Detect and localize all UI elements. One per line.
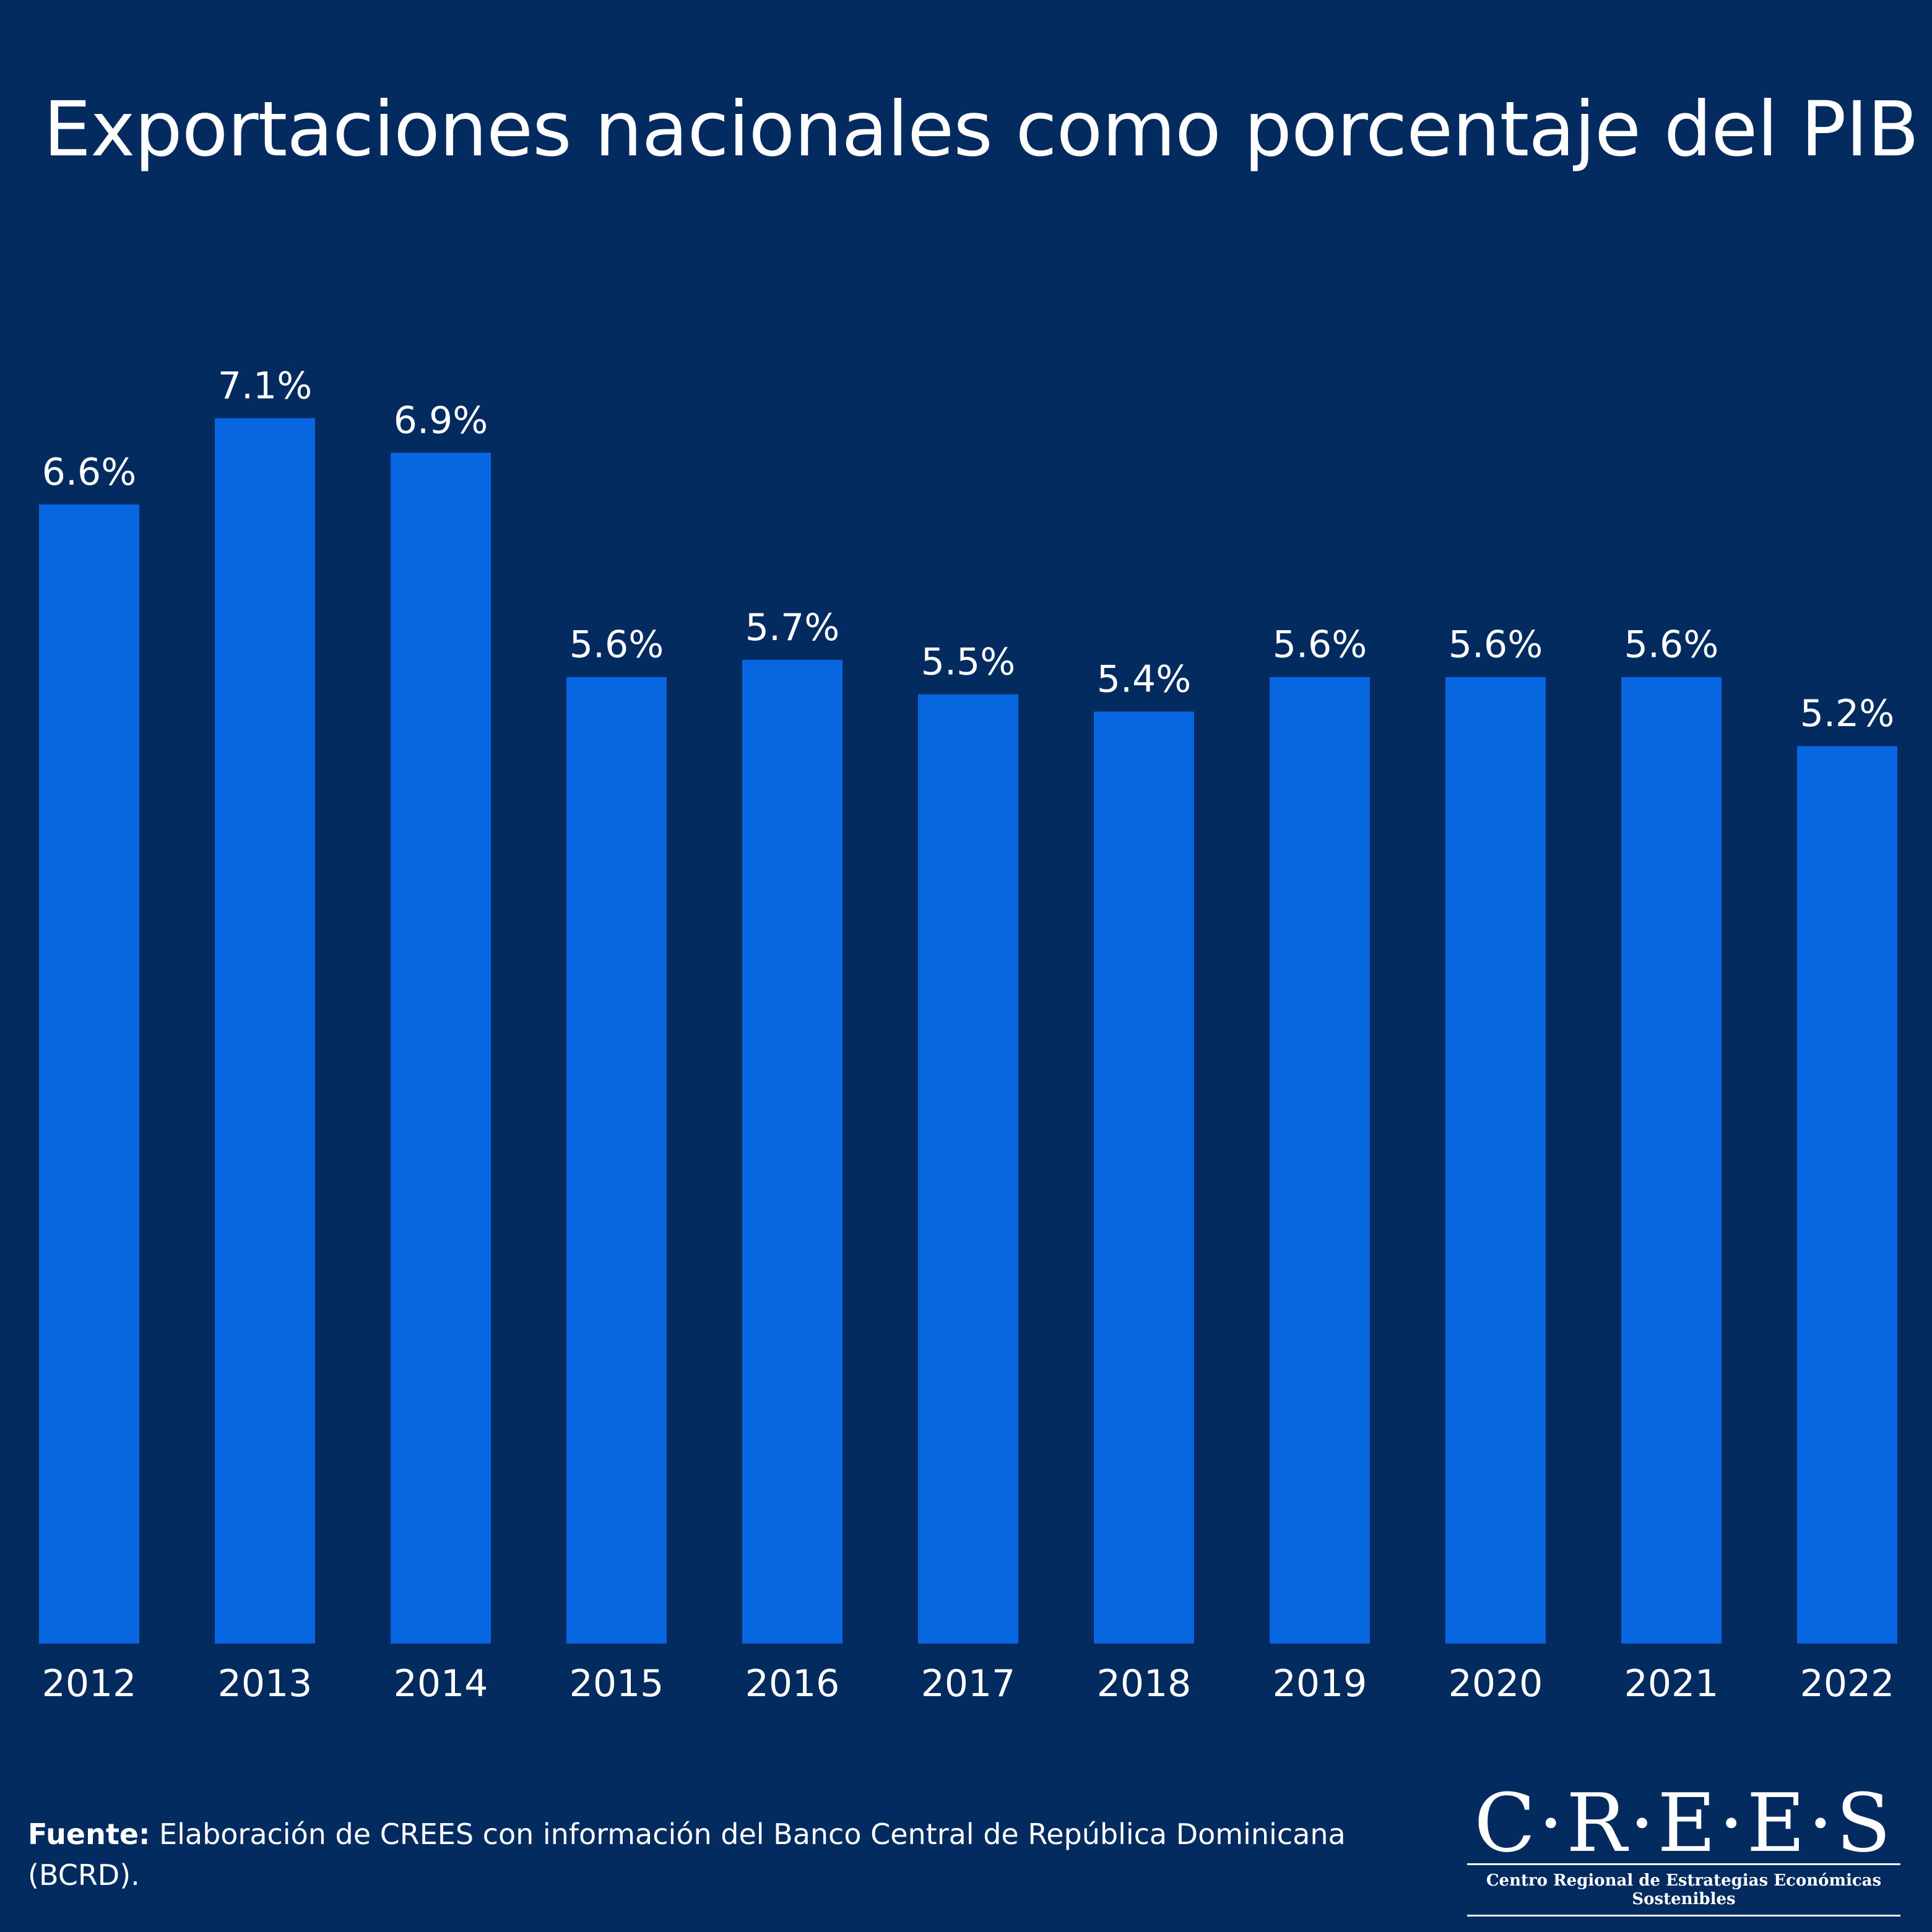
logo-wordmark: C·R·E·E·S xyxy=(1474,1776,1894,1870)
chart-title: Exportaciones nacionales como porcentaje… xyxy=(43,85,1919,173)
value-label-2020: 5.6% xyxy=(1449,623,1543,667)
bar-2014 xyxy=(391,453,491,1644)
value-label-2019: 5.6% xyxy=(1273,623,1367,667)
value-label-2021: 5.6% xyxy=(1624,623,1718,667)
bar-2018 xyxy=(1094,711,1194,1644)
bars-group xyxy=(39,418,1897,1644)
logo-divider-bottom xyxy=(1467,1915,1900,1917)
value-label-2017: 5.5% xyxy=(921,641,1015,684)
x-tick-label-2016: 2016 xyxy=(745,1662,840,1705)
logo-subtitle: Centro Regional de Estrategias Económica… xyxy=(1486,1871,1882,1908)
x-tick-label-2019: 2019 xyxy=(1273,1662,1367,1705)
value-labels-group: 6.6% 7.1% 6.9% 5.6% 5.7% 5.5% 5.4% 5.6% 5.6% 5.6%… xyxy=(42,365,1894,736)
x-tick-label-2014: 2014 xyxy=(394,1662,488,1705)
x-tick-label-2021: 2021 xyxy=(1624,1662,1719,1705)
value-label-2015: 5.6% xyxy=(570,623,664,667)
x-tick-label-2018: 2018 xyxy=(1097,1662,1192,1705)
x-tick-label-2013: 2013 xyxy=(218,1662,313,1705)
value-label-2012: 6.6% xyxy=(42,451,136,494)
bar-2017 xyxy=(918,694,1018,1644)
value-label-2013: 7.1% xyxy=(218,365,312,408)
value-label-2016: 5.7% xyxy=(745,606,839,649)
x-tick-label-2020: 2020 xyxy=(1449,1662,1543,1705)
bar-chart: 6.6% 7.1% 6.9% 5.6% 5.7% 5.5% 5.4% 5.6% 5.6% 5.6%… xyxy=(39,365,1897,1705)
x-tick-label-2017: 2017 xyxy=(921,1662,1016,1705)
value-label-2014: 6.9% xyxy=(394,399,488,442)
bar-2021 xyxy=(1621,677,1722,1644)
logo-divider-top xyxy=(1467,1863,1900,1865)
source-text: Elaboración de CREES con información del… xyxy=(28,1817,1346,1892)
x-tick-label-2022: 2022 xyxy=(1800,1662,1895,1705)
x-tick-label-2012: 2012 xyxy=(42,1662,137,1705)
bar-2016 xyxy=(742,659,843,1644)
bar-2020 xyxy=(1445,677,1546,1644)
x-tick-label-2015: 2015 xyxy=(570,1662,664,1705)
bar-2022 xyxy=(1797,746,1897,1644)
bar-2019 xyxy=(1270,677,1370,1644)
x-axis-labels-group: 2012 2013 2014 2015 2016 2017 2018 2019 2020 2021… xyxy=(42,1662,1895,1705)
source-label: Fuente: xyxy=(28,1817,150,1851)
value-label-2018: 5.4% xyxy=(1097,657,1191,701)
value-label-2022: 5.2% xyxy=(1800,692,1894,735)
crees-logo: C·R·E·E·S Centro Regional de Estrategias… xyxy=(1449,1783,1919,1917)
bar-2013 xyxy=(215,418,315,1644)
source-note: Fuente: Elaboración de CREES con informa… xyxy=(28,1814,1421,1895)
bar-2012 xyxy=(39,504,139,1644)
bar-2015 xyxy=(566,677,667,1644)
